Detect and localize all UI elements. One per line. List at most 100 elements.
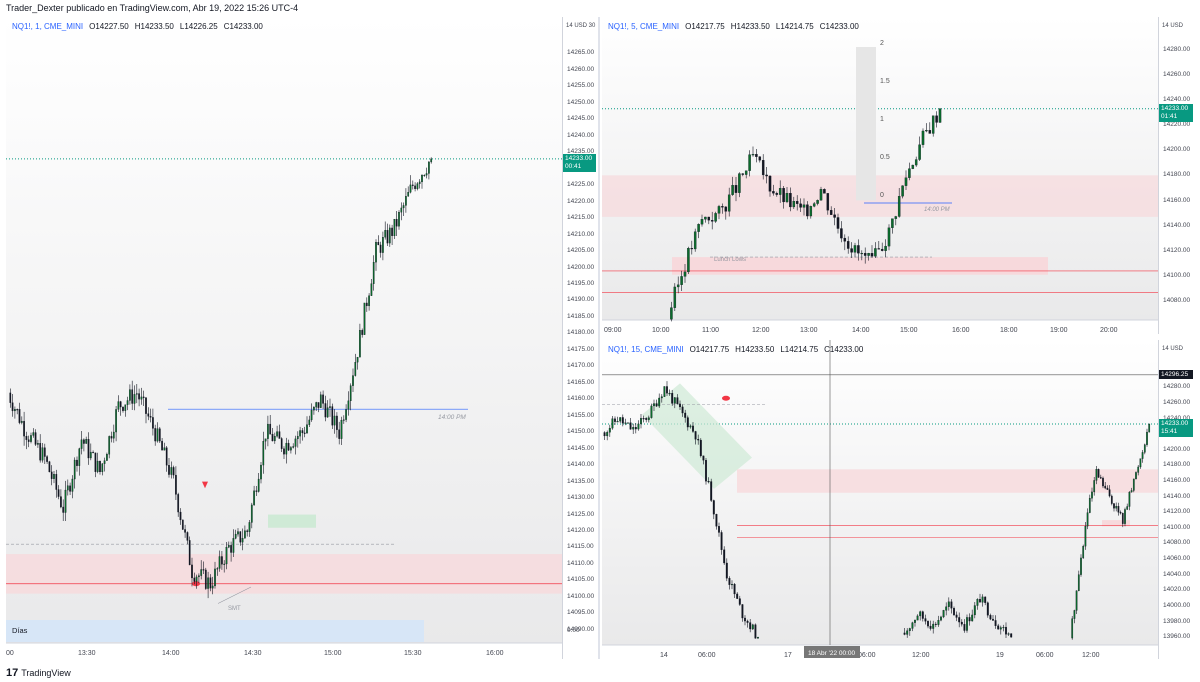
candle-body	[209, 577, 212, 589]
legend-symbol[interactable]: NQ1!, 5, CME_MINI	[608, 22, 680, 31]
candle-body	[660, 396, 663, 399]
chart-legend-15min: NQ1!, 15, CME_MINI O14217.75 H14233.50 L142…	[608, 345, 869, 354]
chart-panel-15min[interactable]: 14 06:00 17 06:00 12:00 19 06:00 12:00 18 Abr '2…	[602, 340, 1194, 659]
candle-body	[999, 627, 1002, 630]
candle-body	[1115, 506, 1118, 509]
legend-symbol[interactable]: NQ1!, 1, CME_MINI	[12, 22, 84, 31]
candle-body	[867, 253, 870, 256]
candle-body	[161, 440, 163, 451]
candle-body	[724, 206, 728, 212]
candle-body	[356, 356, 359, 363]
candle-body	[979, 599, 981, 603]
crosshair-time-label: 18 Abr '22 00:00	[808, 650, 856, 657]
price-axis-1min[interactable]: 14090.00 14095.00 14100.00 14105.00 14110.00…	[562, 17, 596, 659]
candle-body	[11, 402, 14, 412]
candle-body	[634, 427, 637, 430]
candle-body	[430, 158, 433, 163]
legend-low: L14214.75	[780, 345, 819, 354]
candle-body	[632, 427, 635, 430]
candle-body	[775, 193, 779, 195]
price-tick-label: 14265.00	[567, 49, 595, 57]
candle-body	[689, 425, 692, 428]
candle-body	[382, 237, 384, 253]
price-tick-label: 14000.00	[1163, 601, 1191, 609]
indicator-label: Días	[12, 626, 28, 635]
candle-body	[278, 431, 281, 439]
legend-symbol[interactable]: NQ1!, 15, CME_MINI	[608, 345, 684, 354]
candle-body	[188, 540, 191, 566]
candle-body	[340, 419, 343, 439]
panel-divider[interactable]	[598, 17, 600, 659]
candle-body	[744, 170, 748, 175]
candle-body	[1010, 633, 1013, 638]
candle-body	[973, 605, 976, 616]
price-tick-label: 14080.00	[1163, 539, 1191, 547]
candle-body	[816, 200, 819, 204]
price-tick-label: 14210.00	[567, 230, 595, 238]
candle-body	[269, 423, 272, 435]
candle-body	[981, 596, 984, 603]
candle-body	[955, 614, 958, 618]
price-tick-label: 14165.00	[567, 378, 595, 386]
candle-body	[749, 622, 752, 630]
price-tick-label: 14130.00	[567, 494, 595, 502]
candle-body	[425, 173, 428, 176]
crosshair-price-badge: 14296.25	[1159, 369, 1193, 379]
legend-open: O14217.75	[689, 345, 730, 354]
candle-body	[795, 201, 799, 204]
price-tick-label: 14135.00	[567, 477, 595, 485]
last-price-badge[interactable]: 14233.00 00:41	[563, 153, 596, 172]
candle-body	[218, 556, 221, 569]
candle-body	[96, 460, 99, 472]
candle-body	[342, 419, 345, 421]
currency-label[interactable]: 14 USD	[1162, 346, 1184, 352]
candle-body	[826, 193, 830, 211]
candle-body	[942, 610, 945, 618]
chart-legend-1min: NQ1!, 1, CME_MINI O14227.50 H14233.50 L1422…	[12, 22, 269, 31]
currency-label[interactable]: 14 USD 30	[566, 23, 596, 29]
chart-plot-15min[interactable]: 14 06:00 17 06:00 12:00 19 06:00 12:00 18 Abr '2…	[602, 340, 1158, 659]
candle-body	[699, 439, 702, 457]
candle-body	[1077, 574, 1080, 591]
candle-body	[934, 623, 937, 625]
chart-plot-1min[interactable]: 00 13:30 14:00 14:30 15:00 15:30 16:00 14:00 PM…	[6, 17, 562, 659]
candle-body	[230, 545, 232, 553]
candle-body	[1108, 489, 1111, 497]
candle-body	[106, 454, 108, 461]
candle-body	[313, 406, 315, 411]
candle-body	[785, 193, 789, 203]
candle-body	[393, 218, 396, 237]
price-axis-15min[interactable]: 13960.00 13980.00 14000.00 14020.00 14040.00…	[1158, 340, 1194, 659]
time-tick-label: 17	[784, 652, 792, 659]
currency-label[interactable]: 14 USD	[1162, 23, 1184, 29]
price-tick-label: 14180.00	[1163, 461, 1191, 469]
candle-body	[911, 164, 915, 169]
candle-body	[757, 637, 759, 639]
candle-body	[46, 456, 48, 462]
last-price-badge[interactable]: 14233.00 15:41	[1159, 419, 1193, 438]
bar-countdown: 01:41	[1161, 112, 1178, 120]
candle-body	[863, 252, 867, 256]
candle-body	[365, 302, 368, 307]
candle-body	[319, 394, 322, 408]
chart-panel-1min[interactable]: 00 13:30 14:00 14:30 15:00 15:30 16:00 14:00 PM…	[6, 17, 596, 659]
chart-plot-5min[interactable]: 09:00 10:00 11:00 12:00 13:00 14:00 15:00 16:00…	[602, 17, 1158, 334]
candle-body	[368, 295, 370, 307]
last-price-badge[interactable]: 14233.00 01:41	[1159, 103, 1193, 122]
candle-body	[1082, 546, 1085, 559]
candle-body	[637, 423, 640, 430]
candle-body	[257, 478, 260, 492]
chart-panel-5min[interactable]: 09:00 10:00 11:00 12:00 13:00 14:00 15:00 16:00…	[602, 17, 1194, 334]
candle-body	[191, 564, 193, 579]
candle-body	[69, 485, 71, 492]
candle-body	[891, 218, 894, 228]
price-axis-5min[interactable]: 14080.00 14100.00 14120.00 14140.00 14160.00…	[1158, 17, 1194, 334]
price-tick-label: 14100.00	[1163, 523, 1191, 531]
candle-body	[836, 217, 840, 229]
candle-body	[18, 409, 21, 423]
candle-body	[101, 463, 104, 473]
candle-body	[255, 490, 258, 492]
candle-body	[253, 490, 255, 506]
candle-body	[379, 244, 382, 253]
candle-body	[720, 532, 723, 550]
